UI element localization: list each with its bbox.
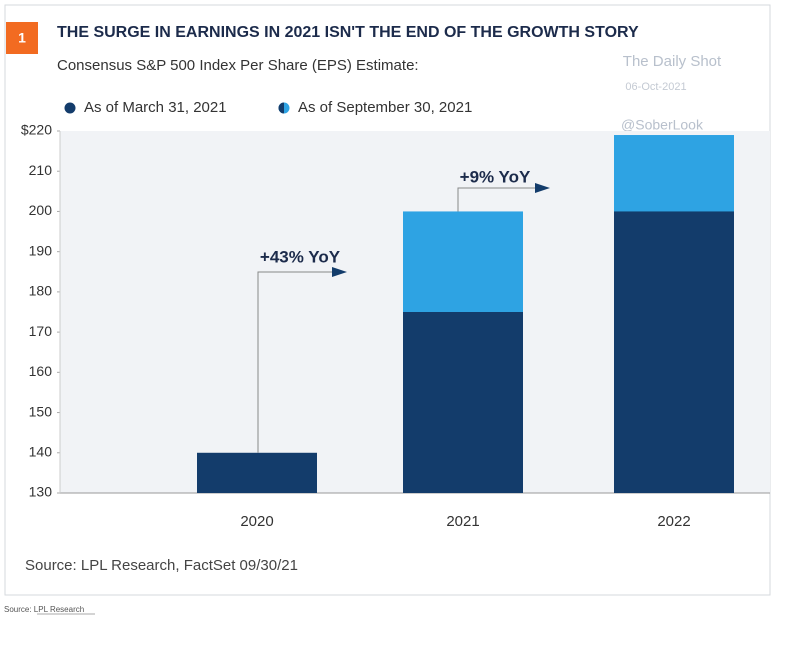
badge-text: 1: [18, 30, 26, 46]
y-tick-label: 180: [29, 283, 53, 299]
y-tick-label: 190: [29, 242, 53, 258]
legend-label: As of September 30, 2021: [298, 99, 472, 116]
annotation-arrow: [457, 187, 536, 212]
y-tick-label: 170: [29, 323, 53, 339]
watermark: 06-Oct-2021: [625, 81, 686, 93]
source: Source: LPL Research, FactSet 09/30/21: [25, 557, 298, 574]
annotation: +9% YoY: [460, 167, 531, 186]
badge: [6, 22, 38, 54]
x-tick-label: 2022: [657, 513, 690, 530]
y-tick-label: 160: [29, 363, 53, 379]
chart-subtitle: Consensus S&P 500 Index Per Share (EPS) …: [57, 57, 419, 74]
watermark: The Daily Shot: [623, 53, 722, 70]
bar: [197, 452, 317, 493]
bar: [614, 211, 734, 493]
x-tick-label: 2021: [446, 513, 479, 530]
x-tick-label: 2020: [240, 513, 273, 530]
y-tick-label: 200: [29, 202, 53, 218]
legend-marker: [64, 102, 76, 114]
chart-title: THE SURGE IN EARNINGS IN 2021 ISN'T THE …: [57, 24, 639, 41]
y-tick-label: 130: [29, 484, 53, 500]
arrow-head: [332, 267, 347, 277]
y-tick-label: 150: [29, 403, 53, 419]
y-tick-label: 140: [29, 443, 53, 459]
legend-label: As of March 31, 2021: [84, 99, 227, 116]
annotation: +43% YoY: [260, 247, 341, 266]
footer: Source: LPL Research: [4, 605, 84, 614]
legend-marker-half: [278, 102, 284, 114]
annotation-arrow: [257, 271, 333, 453]
y-tick-label: $220: [21, 122, 52, 138]
y-tick-label: 210: [29, 162, 53, 178]
bar: [403, 312, 523, 493]
arrow-head: [535, 183, 550, 193]
watermark: @SoberLook: [621, 117, 704, 133]
